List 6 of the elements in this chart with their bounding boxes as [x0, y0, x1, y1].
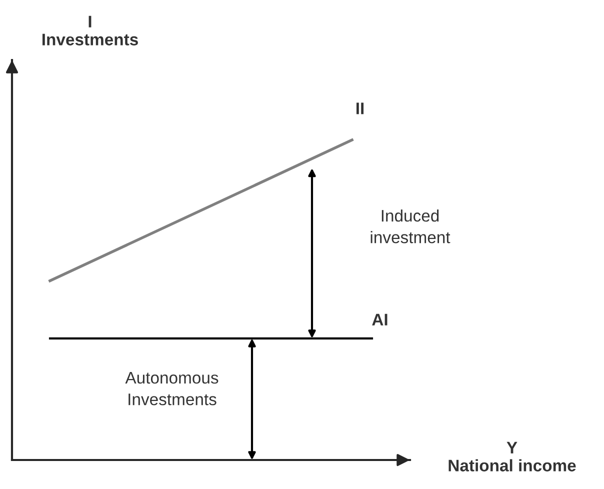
annotation: Autonomous Investments — [125, 372, 218, 406]
series-label: II — [356, 102, 364, 114]
ref-line-label: AI — [372, 314, 388, 326]
annotation: Induced investment — [370, 209, 450, 244]
text: I Investments — [42, 16, 138, 46]
x-axis-title: Y National income — [448, 442, 576, 472]
